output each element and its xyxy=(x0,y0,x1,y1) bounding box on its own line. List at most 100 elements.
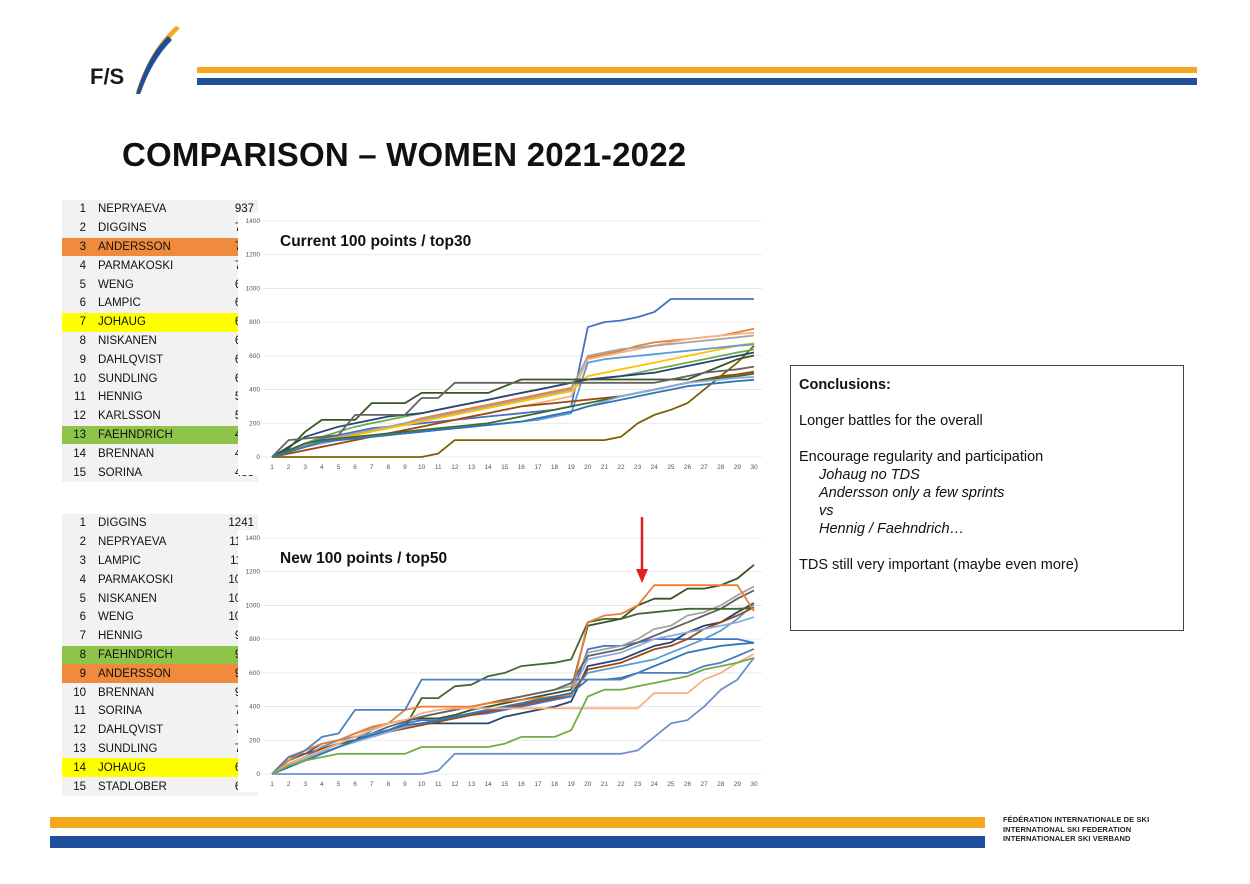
x-tick-label: 2 xyxy=(287,781,291,788)
ranking-row: 12 KARLSSON 506 xyxy=(62,407,258,426)
conclusion-italic-line: vs xyxy=(819,503,834,519)
y-tick-label: 1200 xyxy=(246,569,261,576)
rank-number: 1 xyxy=(79,203,86,216)
red-arrow-annotation xyxy=(636,517,648,583)
rank-number: 1 xyxy=(79,517,86,530)
athlete-name: NISKANEN xyxy=(98,592,157,605)
rank-number: 9 xyxy=(79,353,86,366)
footer-line: FÉDÉRATION INTERNATIONALE DE SKI xyxy=(1003,815,1150,824)
series-line-johaug xyxy=(272,345,755,458)
conclusion-italic-line: Hennig / Faehndrich… xyxy=(819,521,965,537)
x-tick-label: 14 xyxy=(484,781,492,788)
athlete-name: FAEHNDRICH xyxy=(94,425,220,445)
series-line-sorina xyxy=(271,378,755,458)
ranking-row: 4 PARMAKOSKI 1089 xyxy=(62,570,258,589)
x-tick-label: 30 xyxy=(750,781,758,788)
x-tick-label: 7 xyxy=(370,781,374,788)
ranking-row: 8 NISKANEN 638 xyxy=(62,332,258,351)
x-tick-label: 17 xyxy=(534,464,542,471)
x-tick-label: 2 xyxy=(287,464,291,471)
ranking-row: 7 HENNIG 989 xyxy=(62,627,258,646)
athlete-name: LAMPIC xyxy=(98,297,141,310)
rank-number: 10 xyxy=(73,686,86,699)
ranking-row: 9 ANDERSSON 965 xyxy=(62,664,258,684)
athlete-name: SUNDLING xyxy=(98,372,158,385)
fis-logo: F/S xyxy=(90,26,180,94)
ranking-row: 6 LAMPIC 668 xyxy=(62,294,258,313)
x-tick-label: 10 xyxy=(418,781,426,788)
y-tick-label: 1200 xyxy=(246,252,261,259)
x-tick-label: 3 xyxy=(303,464,307,471)
athlete-name: PARMAKOSKI xyxy=(98,259,174,272)
x-tick-label: 18 xyxy=(551,464,559,471)
x-tick-label: 3 xyxy=(303,781,307,788)
ranking-row: 2 NEPRYAEVA 1127 xyxy=(62,533,258,552)
x-tick-label: 1 xyxy=(270,781,274,788)
x-tick-label: 5 xyxy=(337,464,341,471)
x-tick-label: 19 xyxy=(568,464,576,471)
header-bar-blue xyxy=(197,78,1197,85)
x-tick-label: 16 xyxy=(518,781,526,788)
ranking-table-current: 1 NEPRYAEVA 937 2 DIGGINS 7 6 1 3 ANDERSSON 737 4 PA… xyxy=(62,200,258,482)
athlete-name: DIGGINS xyxy=(98,517,147,530)
footer-line: INTERNATIONALER SKI VERBAND xyxy=(1003,834,1131,843)
conclusion-italic-line: Andersson only a few sprints xyxy=(819,485,1005,501)
athlete-name: PARMAKOSKI xyxy=(98,573,174,586)
y-tick-label: 800 xyxy=(249,636,260,643)
conclusion-italic-line: Johaug no TDS xyxy=(819,467,920,483)
rank-number: 4 xyxy=(79,573,86,586)
x-tick-label: 7 xyxy=(370,464,374,471)
ranking-row: 3 ANDERSSON 737 xyxy=(62,237,258,257)
athlete-name: HENNIG xyxy=(98,391,143,404)
x-tick-label: 8 xyxy=(387,464,391,471)
athlete-name: NISKANEN xyxy=(98,334,157,347)
header-bar-yellow xyxy=(197,67,1197,73)
ranking-row: 3 LAMPIC 1113 xyxy=(62,552,258,571)
x-tick-label: 9 xyxy=(403,464,407,471)
series-line-hennig xyxy=(271,365,755,458)
footer-bar-yellow xyxy=(50,817,985,828)
rank-number: 8 xyxy=(79,334,86,347)
chart-title: Current 100 points / top30 xyxy=(280,233,471,250)
page-title: COMPARISON – WOMEN 2021-2022 xyxy=(122,136,687,173)
y-tick-label: 1400 xyxy=(246,218,261,225)
y-tick-label: 1000 xyxy=(246,602,261,609)
footer-federation-names: FÉDÉRATION INTERNATIONALE DE SKI INTERNA… xyxy=(1003,815,1149,844)
rank-number: 3 xyxy=(62,237,94,257)
series-line-faehndrich xyxy=(271,372,755,458)
rank-number: 2 xyxy=(79,536,86,549)
rank-number: 14 xyxy=(62,758,94,778)
footer-line: INTERNATIONAL SKI FEDERATION xyxy=(1003,824,1132,834)
x-tick-label: 8 xyxy=(387,781,391,788)
y-tick-label: 0 xyxy=(256,771,260,778)
rank-number: 11 xyxy=(74,705,86,718)
ranking-row: 1 NEPRYAEVA 937 xyxy=(62,200,258,219)
x-tick-label: 27 xyxy=(701,464,709,471)
rank-number: 12 xyxy=(73,724,86,737)
footer-bar-blue xyxy=(50,836,985,848)
ranking-row: 11 HENNIG 536 xyxy=(62,388,258,407)
rank-number: 2 xyxy=(79,222,86,235)
series-line-weng xyxy=(271,603,755,775)
x-tick-label: 28 xyxy=(717,464,725,471)
ranking-row: 13 SUNDLING 712 xyxy=(62,740,258,759)
rank-number: 5 xyxy=(79,278,86,291)
ranking-row: 15 SORINA 458 xyxy=(62,463,258,482)
athlete-name: KARLSSON xyxy=(98,410,161,423)
x-tick-label: 29 xyxy=(734,464,742,471)
athlete-name: STADLOBER xyxy=(98,780,167,793)
rank-number: 10 xyxy=(73,372,86,385)
x-tick-label: 1 xyxy=(270,464,274,471)
x-tick-label: 30 xyxy=(750,464,758,471)
x-tick-label: 11 xyxy=(435,781,442,788)
ranking-row: 10 SUNDLING 602 xyxy=(62,369,258,388)
x-tick-label: 23 xyxy=(634,781,642,788)
x-tick-label: 29 xyxy=(734,781,742,788)
series-line-dahlqvist xyxy=(271,648,755,775)
x-tick-label: 23 xyxy=(634,464,642,471)
athlete-name: SORINA xyxy=(98,705,143,718)
conclusions-box: Conclusions: Longer battles for the over… xyxy=(790,365,1184,631)
ranking-row: 8 FAEHNDRICH 986 xyxy=(62,645,258,665)
rank-number: 5 xyxy=(79,592,86,605)
x-tick-label: 21 xyxy=(601,781,609,788)
